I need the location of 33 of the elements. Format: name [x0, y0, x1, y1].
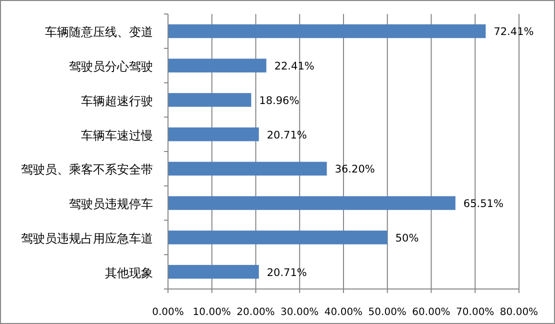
bar — [168, 58, 266, 72]
data-label: 50% — [395, 232, 419, 244]
bar — [168, 264, 259, 279]
data-label: 22.41% — [274, 60, 314, 73]
data-label: 18.96% — [259, 94, 300, 107]
data-label: 72.41% — [494, 26, 534, 38]
x-tick-label: 50.00% — [368, 307, 406, 318]
data-label: 65.51% — [463, 198, 504, 210]
y-tick-label: 其他现象 — [105, 266, 153, 280]
data-label: 36.20% — [334, 164, 375, 176]
x-tick-label: 40.00% — [324, 307, 363, 318]
bar — [168, 24, 486, 38]
y-tick-label: 驾驶员分心驾驶 — [69, 60, 153, 74]
x-tick-label: 20.00% — [236, 307, 275, 318]
x-tick-label: 70.00% — [456, 307, 494, 318]
y-tick-label: 驾驶员违规占用应急车道 — [21, 231, 153, 246]
x-tick-label: 30.00% — [280, 307, 319, 318]
bar — [168, 93, 252, 107]
y-tick-label: 驾驶员违规停车 — [69, 197, 153, 212]
data-label: 20.71% — [266, 266, 307, 279]
x-tick-label: 0.00% — [152, 307, 184, 318]
bar — [168, 127, 259, 142]
y-tick-label: 车辆随意压线、变道 — [45, 25, 153, 40]
data-label: 20.71% — [266, 129, 307, 142]
bar — [168, 230, 388, 244]
x-tick-label: 80.00% — [500, 307, 538, 318]
x-tick-label: 10.00% — [192, 307, 231, 318]
bar — [168, 196, 456, 210]
y-tick-label: 车辆超速行驶 — [81, 94, 153, 108]
y-tick-label: 驾驶员、乘客不系安全带 — [21, 162, 153, 177]
y-tick-label: 车辆车速过慢 — [81, 128, 153, 142]
x-tick-label: 60.00% — [412, 307, 450, 318]
bar — [168, 162, 327, 176]
